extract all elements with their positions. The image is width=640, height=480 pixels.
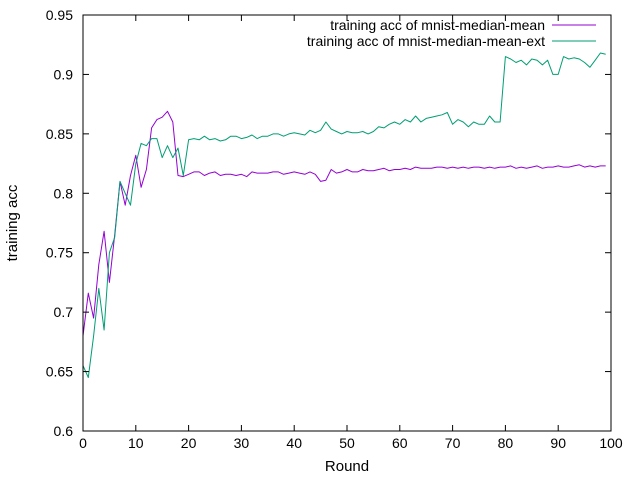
x-tick-label: 50	[339, 435, 355, 451]
y-tick-label: 0.6	[54, 423, 74, 439]
y-tick-label: 0.7	[54, 304, 74, 320]
x-tick-label: 100	[599, 435, 623, 451]
x-tick-label: 30	[234, 435, 250, 451]
legend-label-1: training acc of mnist-median-mean	[330, 17, 545, 33]
x-tick-label: 10	[128, 435, 144, 451]
x-tick-label: 20	[181, 435, 197, 451]
y-tick-label: 0.85	[46, 126, 73, 142]
y-tick-label: 0.8	[54, 185, 74, 201]
y-axis-label: training acc	[4, 184, 21, 261]
y-tick-label: 0.95	[46, 7, 73, 23]
axis-ticks: 0 10 20 30 40 50 60 70 80 90 100 0.6 0.65 0.7 0.75 0.8 0…	[46, 7, 623, 451]
y-tick-label: 0.65	[46, 364, 73, 380]
plot-lines	[82, 52, 606, 378]
x-axis-label: Round	[325, 458, 369, 475]
y-tick-label: 0.75	[46, 245, 73, 261]
legend: training acc of mnist-median-meantrainin…	[307, 17, 596, 49]
x-tick-label: 0	[79, 435, 87, 451]
series-line-1	[82, 110, 606, 336]
x-tick-label: 80	[498, 435, 514, 451]
legend-label-2: training acc of mnist-median-mean-ext	[307, 33, 545, 49]
x-tick-label: 60	[392, 435, 408, 451]
series-line-2	[82, 52, 606, 378]
x-tick-label: 40	[286, 435, 302, 451]
x-tick-label: 90	[550, 435, 566, 451]
y-tick-label: 0.9	[54, 66, 74, 82]
x-tick-label: 70	[445, 435, 461, 451]
